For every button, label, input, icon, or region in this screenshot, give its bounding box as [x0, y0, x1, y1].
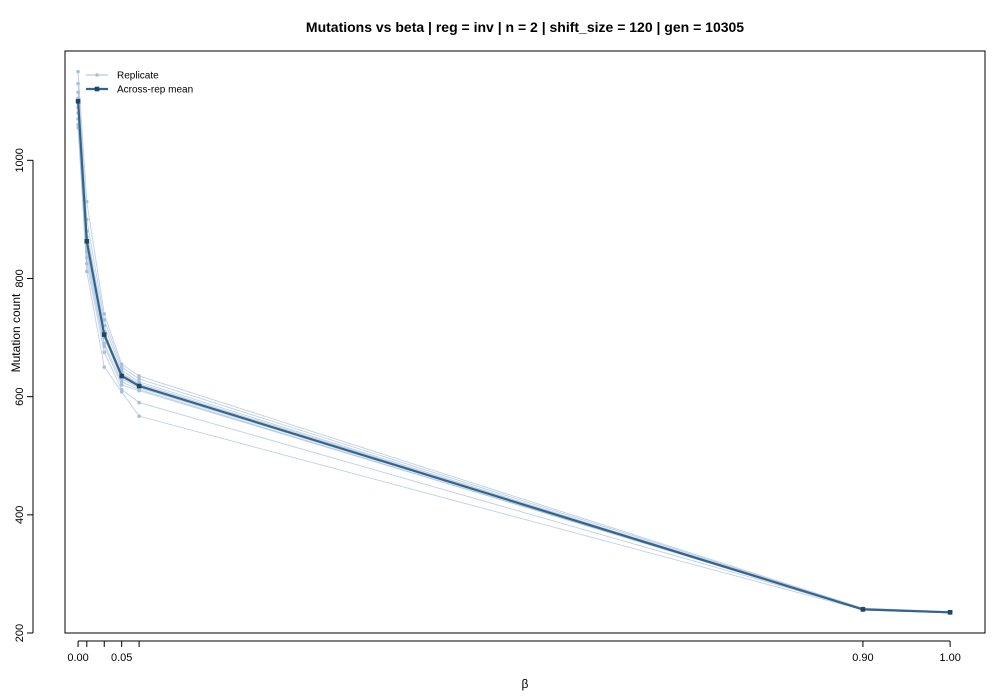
- mean-series-group: [75, 98, 953, 615]
- x-tick-label: 0.00: [67, 652, 88, 664]
- y-tick-label: 600: [14, 387, 26, 405]
- mean-point: [101, 332, 107, 337]
- replicate-point: [137, 414, 141, 418]
- chart-title: Mutations vs beta | reg = inv | n = 2 | …: [306, 19, 744, 35]
- mean-point: [136, 383, 142, 389]
- replicate-point: [119, 390, 124, 394]
- mean-point: [75, 98, 81, 104]
- y-tick-label: 400: [14, 506, 26, 524]
- replicate-point: [102, 350, 107, 355]
- replicate-point: [85, 269, 89, 274]
- legend-marker-replicate: [95, 73, 99, 77]
- mean-point: [119, 373, 124, 379]
- x-axis-label: β: [522, 677, 529, 691]
- x-axis: 0.00 0.05 0.90 1.00: [67, 640, 961, 664]
- y-tick-label: 1000: [14, 148, 26, 172]
- mean-point: [860, 607, 866, 612]
- replicate-point: [119, 383, 124, 387]
- replicate-point: [137, 377, 141, 381]
- legend-label-replicate: Replicate: [117, 71, 159, 82]
- x-tick-label: 1.00: [939, 652, 960, 664]
- replicate-point: [76, 69, 80, 74]
- x-tick-label: 0.05: [111, 652, 132, 664]
- y-tick-label: 800: [14, 269, 26, 287]
- y-axis: 200 400 600 800 1000: [14, 148, 34, 642]
- replicate-point: [137, 400, 141, 405]
- legend-label-mean: Across-rep mean: [117, 85, 193, 96]
- replicate-point: [76, 81, 80, 86]
- legend-marker-mean: [94, 86, 100, 92]
- replicate-point: [137, 388, 141, 393]
- y-tick-label: 200: [14, 624, 26, 642]
- mean-point: [84, 238, 90, 244]
- plot-area-frame: [64, 50, 986, 634]
- replicate-point: [137, 374, 141, 378]
- y-axis-label: Mutation count: [9, 293, 23, 372]
- mean-point: [947, 610, 953, 615]
- legend: Replicate Across-rep mean: [86, 71, 193, 96]
- replicate-point: [76, 90, 80, 95]
- x-tick-label: 0.90: [852, 652, 873, 664]
- replicate-point: [102, 365, 107, 369]
